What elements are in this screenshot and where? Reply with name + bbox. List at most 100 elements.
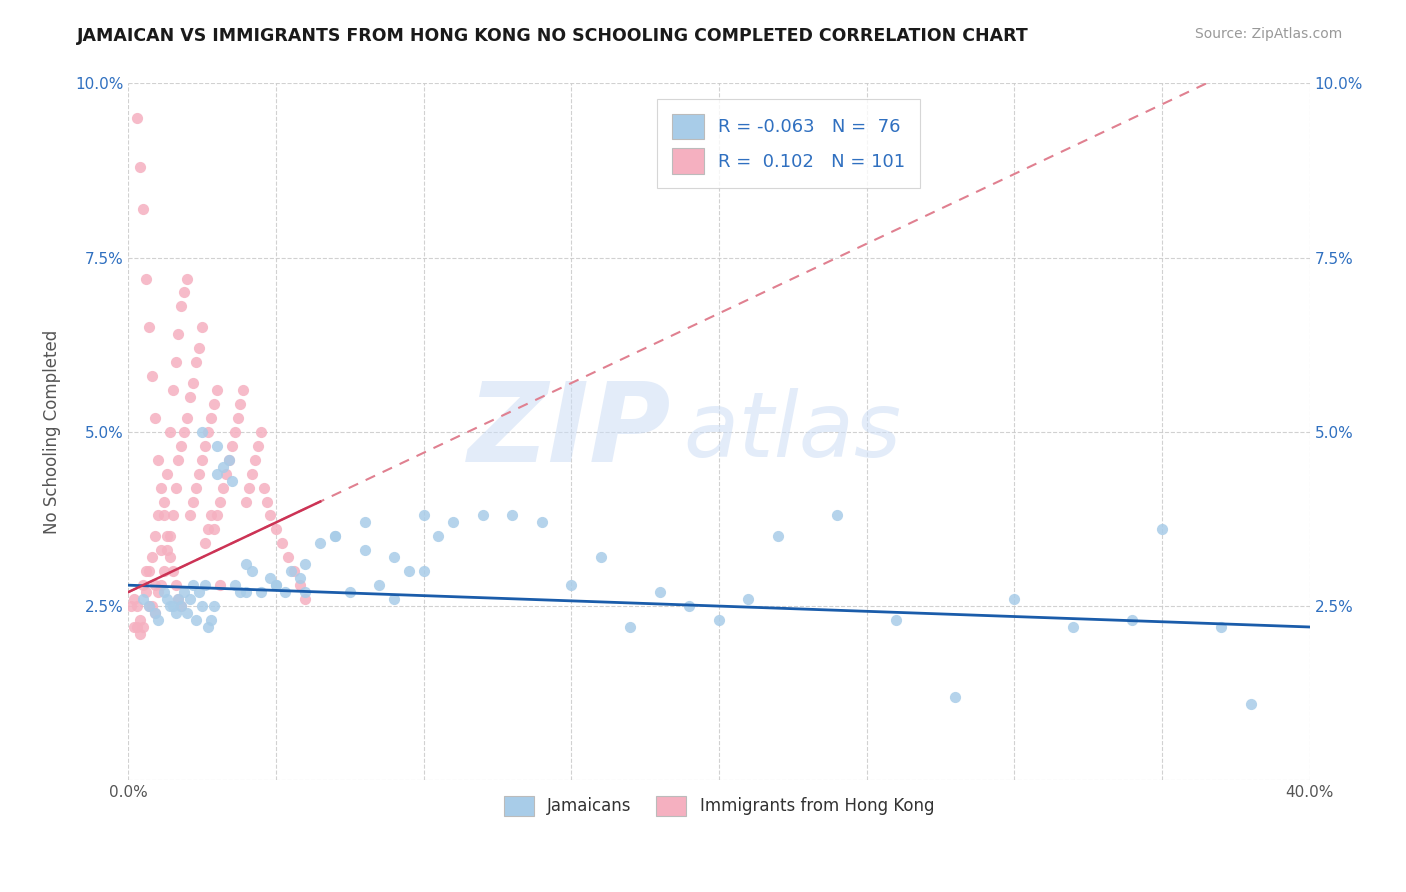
Point [188, 585, 211, 599]
Point [277, 550, 299, 565]
Point [152, 494, 174, 508]
Point [232, 383, 254, 397]
Point [253, 481, 276, 495]
Point [250, 585, 273, 599]
Text: JAMAICAN VS IMMIGRANTS FROM HONG KONG NO SCHOOLING COMPLETED CORRELATION CHART: JAMAICAN VS IMMIGRANTS FROM HONG KONG NO… [77, 27, 1029, 45]
Point [382, 592, 405, 607]
Point [132, 578, 155, 592]
Point [167, 592, 190, 607]
Point [143, 606, 166, 620]
Point [146, 585, 169, 599]
Point [247, 439, 270, 453]
Point [294, 592, 316, 607]
Point [143, 529, 166, 543]
Point [256, 494, 278, 508]
Point [149, 481, 172, 495]
Point [138, 599, 160, 613]
Point [170, 300, 193, 314]
Point [737, 592, 759, 607]
Y-axis label: No Schooling Completed: No Schooling Completed [44, 330, 60, 534]
Point [146, 613, 169, 627]
Point [176, 606, 198, 620]
Point [259, 508, 281, 523]
Point [221, 439, 243, 453]
Legend: Jamaicans, Immigrants from Hong Kong: Jamaicans, Immigrants from Hong Kong [495, 788, 942, 824]
Point [138, 320, 160, 334]
Point [143, 411, 166, 425]
Point [226, 411, 249, 425]
Point [200, 508, 222, 523]
Point [156, 529, 179, 543]
Point [170, 599, 193, 613]
Point [143, 578, 166, 592]
Point [208, 494, 231, 508]
Point [173, 285, 195, 300]
Point [132, 202, 155, 216]
Point [197, 620, 219, 634]
Point [186, 613, 208, 627]
Point [197, 523, 219, 537]
Point [288, 578, 311, 592]
Point [132, 592, 155, 607]
Point [501, 508, 523, 523]
Point [1002, 592, 1025, 607]
Point [250, 425, 273, 439]
Point [224, 425, 246, 439]
Point [170, 439, 193, 453]
Point [707, 613, 730, 627]
Point [412, 564, 434, 578]
Point [188, 341, 211, 355]
Point [205, 508, 228, 523]
Point [162, 508, 184, 523]
Point [152, 585, 174, 599]
Point [156, 592, 179, 607]
Point [122, 592, 145, 607]
Point [202, 599, 225, 613]
Point [353, 543, 375, 558]
Point [205, 439, 228, 453]
Point [412, 508, 434, 523]
Point [884, 613, 907, 627]
Point [159, 550, 181, 565]
Point [162, 564, 184, 578]
Point [176, 411, 198, 425]
Point [825, 508, 848, 523]
Point [530, 516, 553, 530]
Point [270, 536, 292, 550]
Point [235, 585, 257, 599]
Point [146, 508, 169, 523]
Point [224, 578, 246, 592]
Point [167, 452, 190, 467]
Point [294, 585, 316, 599]
Point [200, 411, 222, 425]
Text: atlas: atlas [683, 388, 901, 475]
Point [159, 529, 181, 543]
Point [229, 585, 252, 599]
Point [179, 592, 201, 607]
Point [194, 578, 217, 592]
Point [191, 599, 214, 613]
Point [441, 516, 464, 530]
Point [943, 690, 966, 704]
Point [678, 599, 700, 613]
Point [218, 452, 240, 467]
Point [162, 383, 184, 397]
Point [323, 529, 346, 543]
Point [1150, 523, 1173, 537]
Point [211, 481, 233, 495]
Point [280, 564, 302, 578]
Point [186, 355, 208, 369]
Point [156, 543, 179, 558]
Point [1239, 697, 1261, 711]
Point [167, 327, 190, 342]
Point [170, 599, 193, 613]
Point [194, 439, 217, 453]
Point [129, 613, 152, 627]
Point [179, 508, 201, 523]
Point [135, 271, 157, 285]
Point [323, 529, 346, 543]
Point [181, 494, 204, 508]
Point [173, 425, 195, 439]
Point [235, 558, 257, 572]
Point [264, 578, 287, 592]
